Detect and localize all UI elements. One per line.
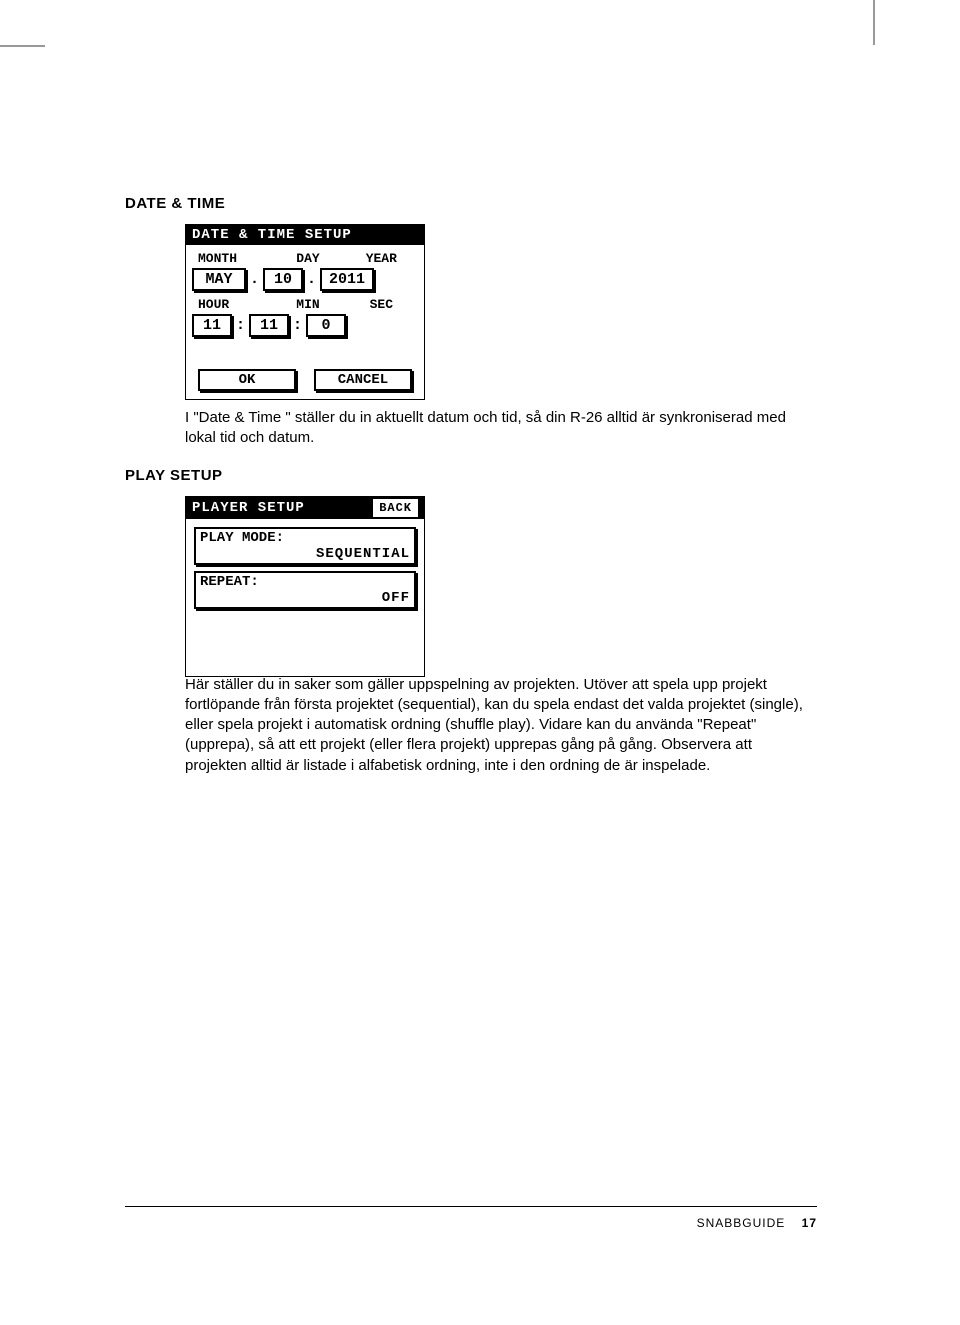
player-screen-titlebar: PLAYER SETUP BACK xyxy=(186,497,424,519)
playmode-label: PLAY MODE: xyxy=(200,530,410,546)
playmode-setting[interactable]: PLAY MODE: SEQUENTIAL xyxy=(194,527,416,565)
sec-label: SEC xyxy=(345,297,418,312)
cancel-button[interactable]: CANCEL xyxy=(314,369,412,391)
year-label: YEAR xyxy=(345,251,418,266)
repeat-label: REPEAT: xyxy=(200,574,410,590)
playsetup-body-text: Här ställer du in saker som gäller uppsp… xyxy=(185,675,817,776)
player-title-text: PLAYER SETUP xyxy=(192,500,305,516)
day-label: DAY xyxy=(271,251,344,266)
datetime-screen-title: DATE & TIME SETUP xyxy=(186,225,424,245)
month-label: MONTH xyxy=(192,251,271,266)
hour-label: HOUR xyxy=(192,297,271,312)
date-sep-2: . xyxy=(303,271,320,288)
page-content: DATE & TIME DATE & TIME SETUP MONTH DAY … xyxy=(125,195,817,794)
datetime-title-text: DATE & TIME SETUP xyxy=(192,227,352,243)
time-fields-row: 11 : 11 : 0 xyxy=(192,314,418,337)
page-number: 17 xyxy=(802,1216,817,1230)
ok-button[interactable]: OK xyxy=(198,369,296,391)
crop-mark-horizontal xyxy=(0,45,45,47)
min-field[interactable]: 11 xyxy=(249,314,289,337)
footer-label: SNABBGUIDE xyxy=(697,1216,786,1230)
datetime-button-row: OK CANCEL xyxy=(192,365,418,393)
back-button[interactable]: BACK xyxy=(373,499,418,517)
player-screen: PLAYER SETUP BACK PLAY MODE: SEQUENTIAL … xyxy=(185,496,425,677)
datetime-screen-body: MONTH DAY YEAR MAY . 10 . 2011 HOUR MIN … xyxy=(186,245,424,399)
repeat-value: OFF xyxy=(200,590,410,606)
time-labels-row: HOUR MIN SEC xyxy=(192,297,418,312)
date-labels-row: MONTH DAY YEAR xyxy=(192,251,418,266)
time-sep-2: : xyxy=(289,317,306,334)
playsetup-heading: PLAY SETUP xyxy=(125,467,817,484)
datetime-body-text: I "Date & Time " ställer du in aktuellt … xyxy=(185,408,817,449)
player-screen-body: PLAY MODE: SEQUENTIAL REPEAT: OFF xyxy=(186,519,424,676)
repeat-setting[interactable]: REPEAT: OFF xyxy=(194,571,416,609)
year-field[interactable]: 2011 xyxy=(320,268,374,291)
date-fields-row: MAY . 10 . 2011 xyxy=(192,268,418,291)
sec-field[interactable]: 0 xyxy=(306,314,346,337)
min-label: MIN xyxy=(271,297,344,312)
datetime-screen: DATE & TIME SETUP MONTH DAY YEAR MAY . 1… xyxy=(185,224,425,400)
playmode-value: SEQUENTIAL xyxy=(200,546,410,562)
month-field[interactable]: MAY xyxy=(192,268,246,291)
page-footer: SNABBGUIDE 17 xyxy=(697,1216,817,1230)
datetime-heading: DATE & TIME xyxy=(125,195,817,212)
crop-mark-vertical xyxy=(873,0,875,45)
day-field[interactable]: 10 xyxy=(263,268,303,291)
time-sep-1: : xyxy=(232,317,249,334)
hour-field[interactable]: 11 xyxy=(192,314,232,337)
footer-rule xyxy=(125,1206,817,1207)
date-sep-1: . xyxy=(246,271,263,288)
